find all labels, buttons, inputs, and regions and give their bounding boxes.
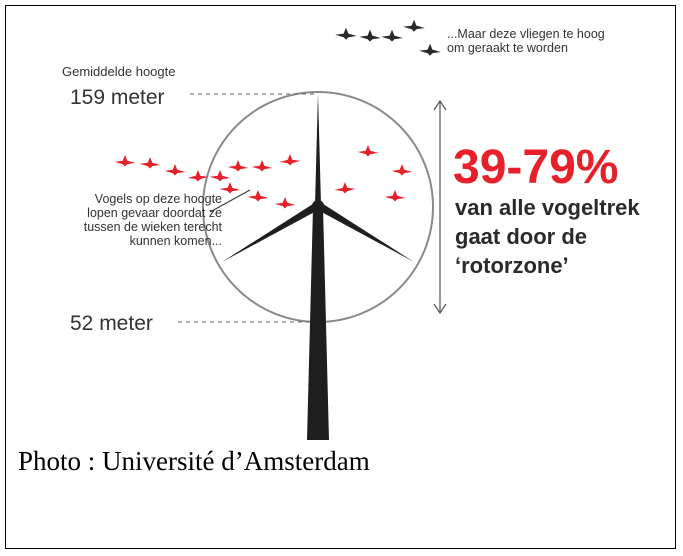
bird (381, 30, 403, 42)
bird (248, 190, 269, 202)
left-note: tussen de wieken terecht (84, 220, 223, 234)
bird (335, 182, 356, 194)
bird (140, 157, 161, 169)
bird (115, 155, 136, 167)
top-height: 159 meter (70, 86, 165, 109)
blade (316, 202, 414, 262)
top-note: om geraakt te worden (447, 41, 568, 55)
hub-height-label: Gemiddelde hoogte (62, 64, 175, 79)
blade (222, 202, 320, 262)
hub (312, 200, 324, 212)
tower (307, 207, 329, 440)
stat-text: gaat door de (455, 224, 587, 249)
bird (165, 164, 186, 176)
bird (210, 170, 231, 182)
page: {"annotations": { "top_note": ["...Maar … (0, 0, 683, 556)
bird (385, 190, 406, 202)
bottom-height: 52 meter (70, 312, 153, 335)
bird (280, 154, 301, 166)
bird (252, 160, 273, 172)
left-note: Vogels op deze hoogte (95, 192, 222, 206)
stat-text: van alle vogeltrek (455, 195, 640, 220)
bird (228, 160, 249, 172)
caption: Photo : Université d’Amsterdam (18, 446, 370, 477)
left-note: kunnen komen... (130, 234, 222, 248)
bird (335, 28, 357, 40)
top-note: ...Maar deze vliegen te hoog (447, 27, 605, 41)
bird (392, 164, 413, 176)
stat: 39-79% (453, 141, 618, 194)
bird (275, 197, 296, 209)
bird (220, 182, 241, 194)
stat-text: ‘rotorzone’ (455, 253, 569, 278)
left-note: lopen gevaar doordat ze (87, 206, 222, 220)
bird (188, 170, 209, 182)
blade (315, 93, 321, 205)
bird (358, 145, 379, 157)
bird (359, 30, 381, 42)
bird (419, 44, 441, 56)
bird (403, 20, 425, 32)
